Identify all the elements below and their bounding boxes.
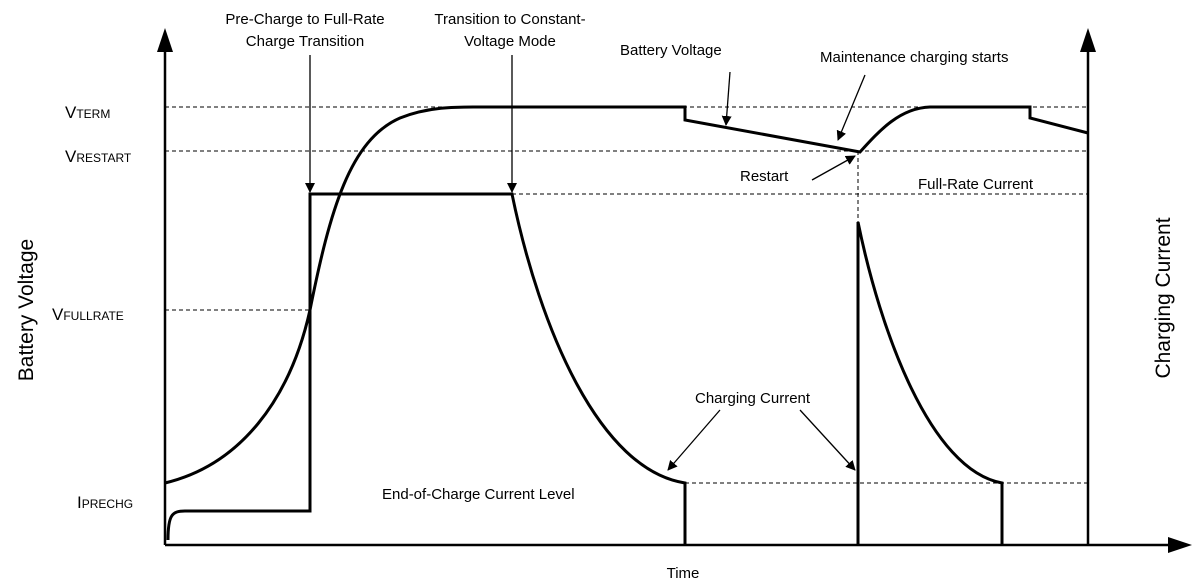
annotation: Charge Transition	[246, 33, 364, 50]
annotation: Transition to Constant-	[434, 11, 585, 28]
annotation: Voltage Mode	[464, 33, 556, 50]
annotation: Battery Voltage	[620, 42, 722, 59]
annotation: Charging Current	[695, 390, 811, 407]
level-label: VRESTART	[65, 147, 132, 166]
annotation: End-of-Charge Current Level	[382, 486, 575, 503]
level-label: VTERM	[65, 103, 110, 122]
axes	[157, 28, 1192, 553]
current-curve	[166, 192, 1004, 545]
arrows	[305, 55, 866, 471]
axis-label: Time	[667, 565, 700, 582]
annotation: Full-Rate Current	[918, 176, 1034, 193]
axis-label: Battery Voltage	[15, 239, 38, 381]
guides	[165, 106, 1088, 545]
voltage-curve	[164, 105, 1089, 485]
annotation: Restart	[740, 168, 789, 185]
axis-label: Charging Current	[1152, 217, 1175, 378]
level-label: VFULLRATE	[52, 305, 124, 324]
annotation: Maintenance charging starts	[820, 49, 1008, 66]
level-labels: VTERM VRESTART VFULLRATE IPRECHG	[52, 103, 133, 512]
annotations: Pre-Charge to Full-Rate Charge Transitio…	[225, 11, 1033, 503]
level-label: IPRECHG	[77, 493, 133, 512]
annotation: Pre-Charge to Full-Rate	[225, 11, 384, 28]
